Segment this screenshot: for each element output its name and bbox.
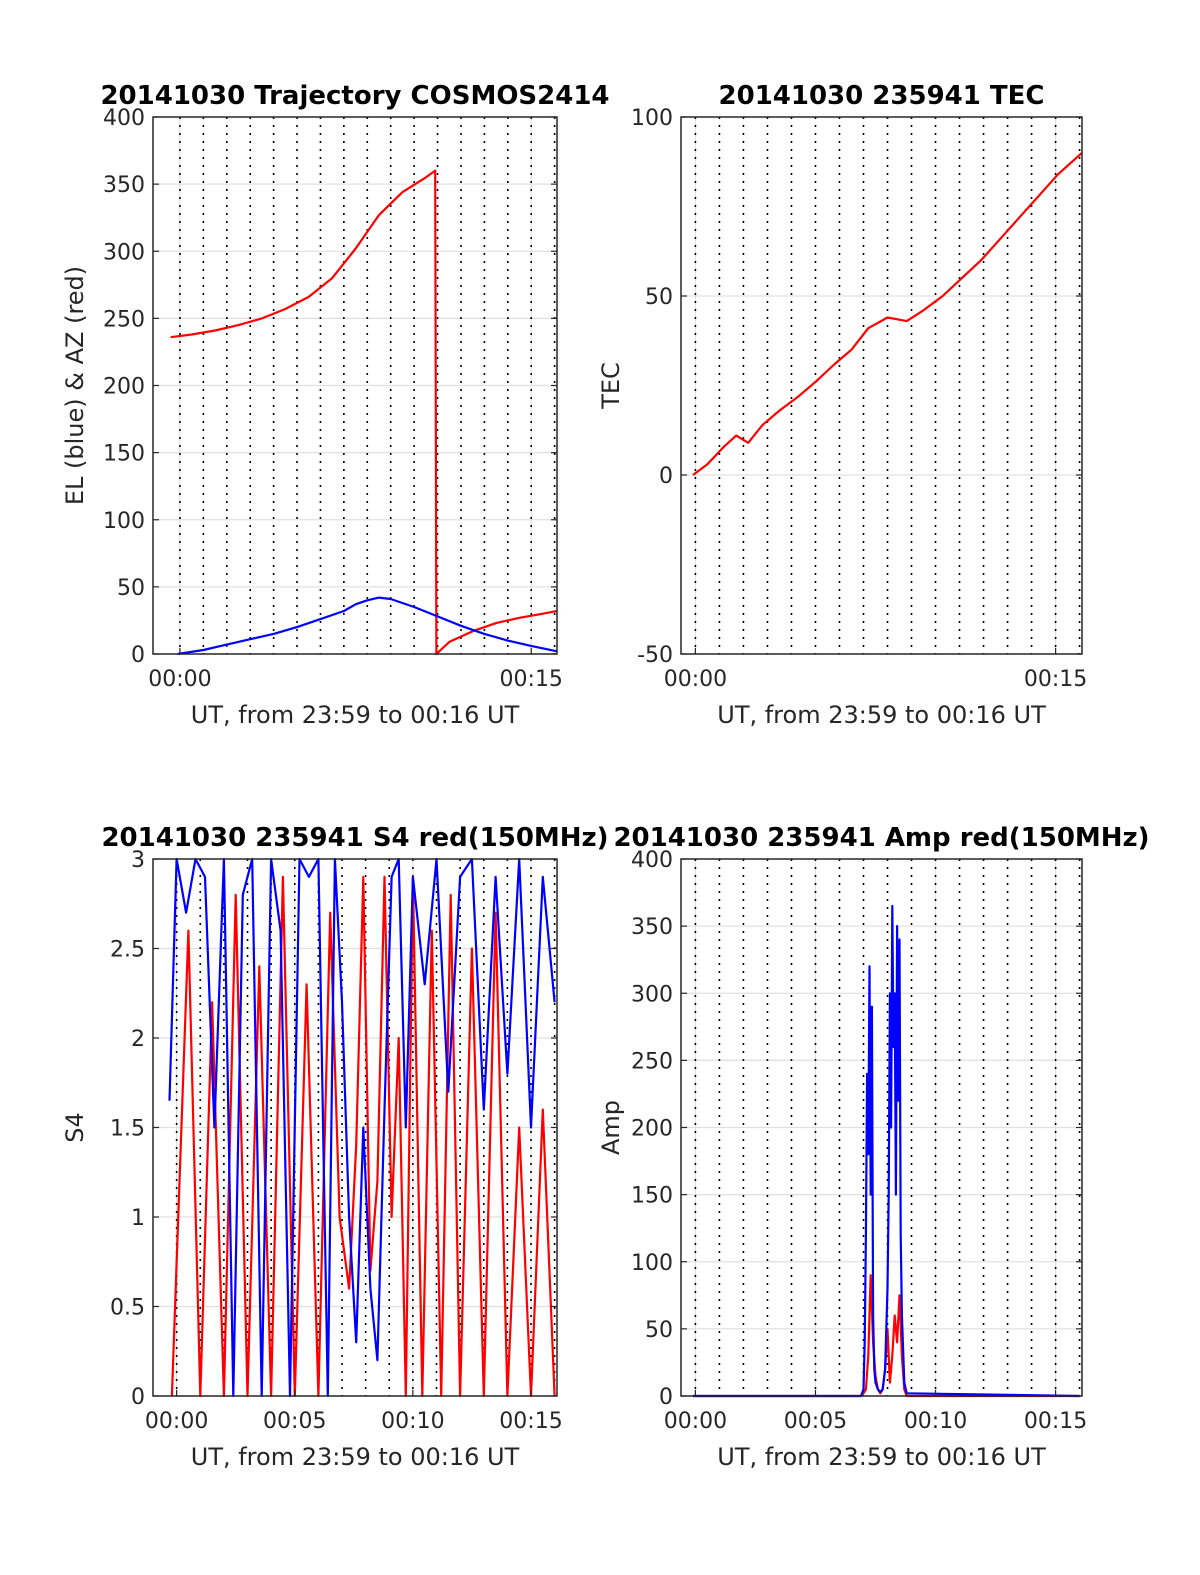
series-line-red (170, 875, 556, 1398)
x-axis-label: UT, from 23:59 to 00:16 UT (191, 1443, 520, 1471)
x-tick-label: 00:00 (664, 667, 727, 692)
y-tick-label: 300 (103, 240, 145, 265)
chart-panel-amp: 0 50 100 150 200 250 300 350 400 00:00 00:05 00:10 0… (597, 823, 1150, 1471)
series-line-blue (177, 596, 558, 656)
x-tick-label: 00:00 (145, 1409, 208, 1434)
series-line-red (692, 151, 1083, 476)
y-tick-label: 1 (131, 1206, 145, 1231)
y-tick-label: 250 (103, 307, 145, 332)
y-tick-label: 150 (103, 442, 145, 467)
series-line-blue (168, 857, 556, 1398)
chart-title: 20141030 235941 Amp red(150MHz) (613, 823, 1149, 853)
y-tick-label: 2.5 (110, 938, 145, 963)
chart-title: 20141030 235941 TEC (719, 81, 1045, 111)
chart-panel-s4: 0 0.5 1 1.5 2 2.5 3 00:00 00:05 00:10 00:15 2014103… (61, 823, 609, 1471)
x-tick-label: 00:05 (263, 1409, 326, 1434)
y-axis-label: Amp (597, 1100, 625, 1155)
y-tick-label: 50 (117, 576, 145, 601)
y-tick-label: 3 (131, 848, 145, 873)
y-tick-label: 100 (631, 1251, 673, 1276)
y-tick-label: 300 (631, 982, 673, 1007)
y-tick-label: 0 (131, 643, 145, 668)
y-tick-label: 0 (131, 1385, 145, 1410)
x-tick-label: 00:00 (148, 667, 211, 692)
y-axis-label: TEC (597, 362, 625, 410)
chart-title: 20141030 Trajectory COSMOS2414 (100, 81, 609, 111)
x-tick-label: 00:15 (1024, 1409, 1087, 1434)
y-tick-label: 350 (103, 173, 145, 198)
y-tick-label: 1.5 (110, 1117, 145, 1142)
y-tick-label: -50 (637, 643, 673, 668)
y-tick-label: 100 (631, 106, 673, 131)
y-axis-label: EL (blue) & AZ (red) (61, 266, 89, 505)
y-tick-label: 0 (659, 464, 673, 489)
axes-box (680, 116, 1083, 655)
y-tick-label: 50 (645, 1318, 673, 1343)
y-tick-label: 0.5 (110, 1296, 145, 1321)
y-tick-label: 400 (631, 848, 673, 873)
x-tick-label: 00:15 (500, 667, 563, 692)
y-axis-label: S4 (61, 1112, 89, 1143)
y-tick-label: 0 (659, 1385, 673, 1410)
x-tick-label: 00:15 (1024, 667, 1087, 692)
x-axis-label: UT, from 23:59 to 00:16 UT (191, 701, 520, 729)
y-tick-label: 2 (131, 1027, 145, 1052)
x-axis-label: UT, from 23:59 to 00:16 UT (717, 701, 1046, 729)
y-tick-label: 50 (645, 285, 673, 310)
x-tick-label: 00:00 (664, 1409, 727, 1434)
x-tick-label: 00:10 (904, 1409, 967, 1434)
x-tick-label: 00:15 (499, 1409, 562, 1434)
y-tick-label: 200 (631, 1117, 673, 1142)
y-tick-label: 200 (103, 375, 145, 400)
y-tick-label: 250 (631, 1049, 673, 1074)
chart-panel-tec: -50 0 50 100 00:00 00:15 20141030 235941 TEC UT… (597, 81, 1087, 729)
chart-title: 20141030 235941 S4 red(150MHz) (101, 823, 608, 853)
y-tick-label: 150 (631, 1184, 673, 1209)
y-tick-label: 400 (103, 106, 145, 131)
x-tick-label: 00:05 (784, 1409, 847, 1434)
chart-panel-trajectory: 0 50 100 150 200 250 300 350 400 00:00 00:15 201410… (61, 81, 610, 729)
y-tick-label: 350 (631, 915, 673, 940)
series-line-red (170, 169, 558, 656)
x-axis-label: UT, from 23:59 to 00:16 UT (717, 1443, 1046, 1471)
x-tick-label: 00:10 (381, 1409, 444, 1434)
series-line-blue (693, 904, 1080, 1398)
y-tick-label: 100 (103, 509, 145, 534)
